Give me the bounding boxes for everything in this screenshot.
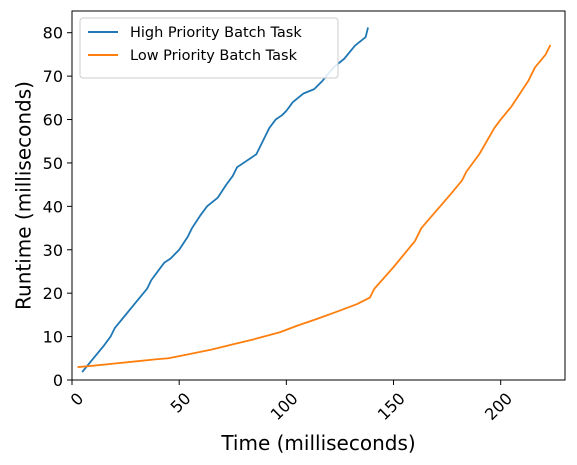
y-tick-label: 60 — [43, 111, 63, 130]
series-line-1 — [81, 27, 369, 373]
legend-label-2: Low Priority Batch Task — [130, 48, 298, 64]
x-tick-label: 50 — [167, 389, 195, 417]
y-tick-label: 70 — [43, 67, 63, 86]
x-tick-label: 150 — [374, 389, 409, 424]
series-line-2 — [77, 44, 552, 368]
x-tick-label: 200 — [481, 389, 516, 424]
y-axis: 0 10 20 30 40 50 60 70 80 — [43, 24, 72, 390]
y-tick-label: 80 — [43, 24, 63, 43]
x-tick-label: 0 — [67, 389, 88, 410]
x-axis-label: Time (milliseconds) — [220, 431, 415, 455]
y-tick-label: 50 — [43, 154, 63, 173]
y-tick-label: 40 — [43, 197, 63, 216]
x-tick-label: 100 — [267, 389, 302, 424]
y-tick-label: 10 — [43, 328, 63, 347]
plot-frame — [71, 10, 566, 381]
x-axis: 0 50 100 150 200 — [67, 380, 516, 424]
legend-box — [79, 17, 339, 79]
legend-label-1: High Priority Batch Task — [130, 25, 302, 41]
y-tick-label: 30 — [43, 241, 63, 260]
y-tick-label: 0 — [53, 371, 63, 390]
series-layer — [77, 27, 552, 373]
y-tick-label: 20 — [43, 284, 63, 303]
legend: High Priority Batch Task Low Priority Bat… — [79, 17, 339, 79]
y-axis-label: Runtime (milliseconds) — [12, 81, 36, 310]
